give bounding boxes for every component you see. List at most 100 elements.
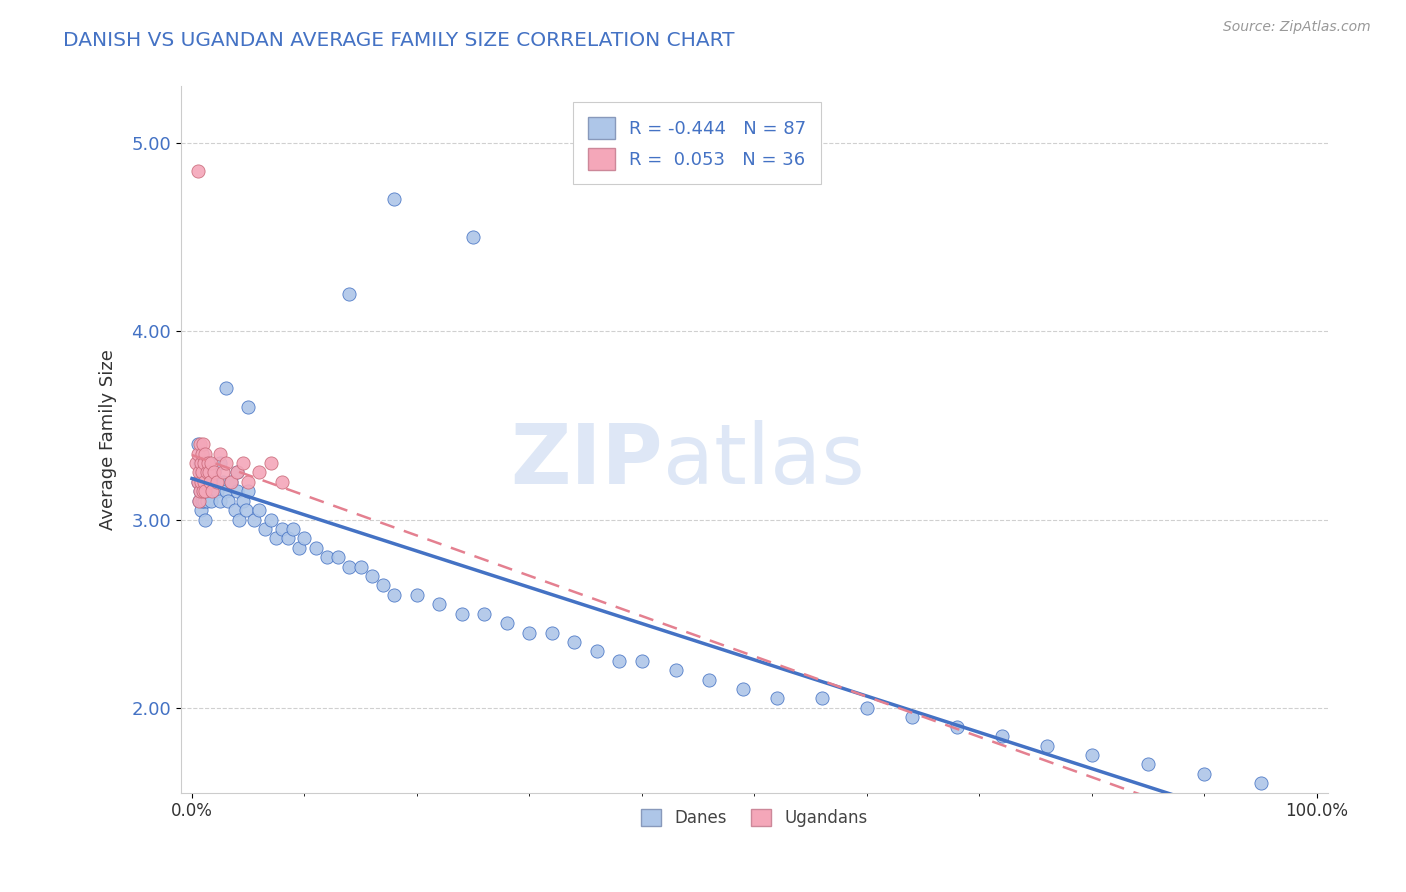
Point <box>451 607 474 621</box>
Point <box>197 484 219 499</box>
Point <box>200 493 222 508</box>
Point <box>238 484 260 499</box>
Point <box>243 512 266 526</box>
Point <box>193 456 215 470</box>
Point <box>232 493 254 508</box>
Point <box>187 475 209 489</box>
Point <box>235 503 257 517</box>
Point <box>328 550 350 565</box>
Point <box>238 400 260 414</box>
Point <box>766 691 789 706</box>
Point <box>209 447 232 461</box>
Point <box>350 559 373 574</box>
Point <box>187 475 209 489</box>
Point <box>195 466 218 480</box>
Point <box>195 493 218 508</box>
Y-axis label: Average Family Size: Average Family Size <box>100 349 117 530</box>
Point <box>188 437 211 451</box>
Point <box>811 691 834 706</box>
Point <box>195 466 218 480</box>
Point <box>474 607 496 621</box>
Point <box>260 512 283 526</box>
Point <box>221 475 243 489</box>
Point <box>901 710 924 724</box>
Point <box>733 681 755 696</box>
Point <box>294 532 316 546</box>
Point <box>266 532 288 546</box>
Point <box>373 578 395 592</box>
Point <box>339 559 361 574</box>
Point <box>665 663 688 677</box>
Legend: Danes, Ugandans: Danes, Ugandans <box>634 802 875 834</box>
Text: ZIP: ZIP <box>510 420 662 501</box>
Point <box>198 456 221 470</box>
Point <box>194 512 217 526</box>
Point <box>564 635 586 649</box>
Point <box>194 484 217 499</box>
Point <box>519 625 541 640</box>
Point <box>305 541 328 555</box>
Point <box>288 541 311 555</box>
Point <box>699 673 721 687</box>
Point <box>339 286 361 301</box>
Point <box>193 466 215 480</box>
Point <box>200 456 222 470</box>
Point <box>209 456 232 470</box>
Point <box>361 569 384 583</box>
Point <box>226 466 249 480</box>
Point <box>1081 747 1104 762</box>
Point <box>191 447 214 461</box>
Point <box>193 484 215 499</box>
Point <box>205 475 228 489</box>
Point <box>429 597 451 611</box>
Point <box>191 466 214 480</box>
Point <box>187 164 209 178</box>
Point <box>221 475 243 489</box>
Point <box>201 475 224 489</box>
Point <box>190 475 212 489</box>
Point <box>226 466 249 480</box>
Point <box>212 466 235 480</box>
Point <box>188 484 211 499</box>
Point <box>856 701 879 715</box>
Point <box>1036 739 1059 753</box>
Point <box>198 466 221 480</box>
Point <box>384 588 406 602</box>
Point <box>496 616 519 631</box>
Point <box>188 484 211 499</box>
Point <box>187 466 209 480</box>
Point <box>217 493 239 508</box>
Text: DANISH VS UGANDAN AVERAGE FAMILY SIZE CORRELATION CHART: DANISH VS UGANDAN AVERAGE FAMILY SIZE CO… <box>63 31 735 50</box>
Point <box>249 503 271 517</box>
Point <box>193 484 215 499</box>
Point <box>609 654 631 668</box>
Point <box>193 475 215 489</box>
Point <box>232 456 254 470</box>
Point <box>224 503 246 517</box>
Point <box>406 588 429 602</box>
Point <box>991 729 1014 743</box>
Point <box>187 437 209 451</box>
Point <box>193 475 215 489</box>
Point <box>1137 757 1160 772</box>
Point <box>260 456 283 470</box>
Point <box>226 484 249 499</box>
Point <box>215 456 238 470</box>
Point <box>186 456 208 470</box>
Point <box>215 381 238 395</box>
Point <box>316 550 339 565</box>
Point <box>209 493 232 508</box>
Point <box>1250 776 1272 790</box>
Point <box>205 484 228 499</box>
Point <box>187 447 209 461</box>
Point <box>204 466 226 480</box>
Point <box>198 475 221 489</box>
Point <box>190 503 212 517</box>
Point <box>187 493 209 508</box>
Point <box>188 456 211 470</box>
Point <box>190 456 212 470</box>
Point <box>228 512 250 526</box>
Text: atlas: atlas <box>662 420 865 501</box>
Point <box>197 456 219 470</box>
Point <box>384 193 406 207</box>
